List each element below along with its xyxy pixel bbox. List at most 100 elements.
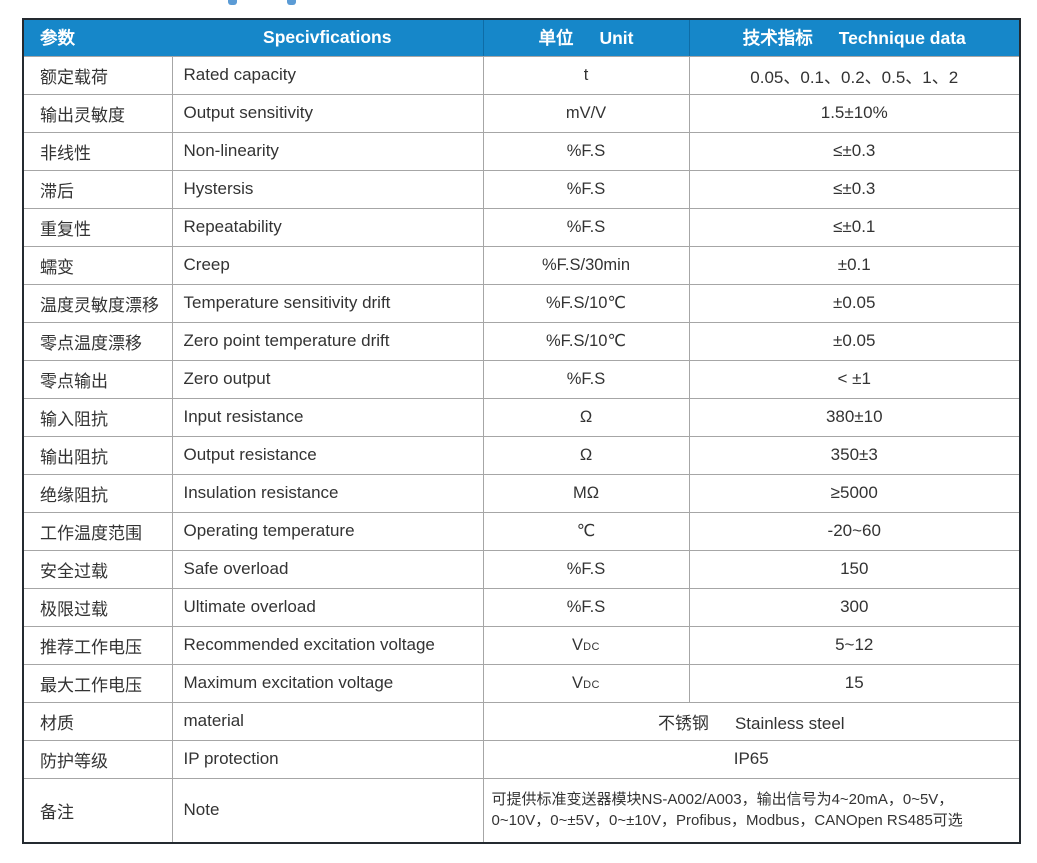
note-line-1: 可提供标准变送器模块NS-A002/A003，输出信号为4~20mA，0~5V， (491, 791, 954, 809)
param-en-cell: Rated capacity (171, 55, 484, 95)
param-zh-cell: 输出阻抗 (22, 435, 173, 475)
header-specifications: Specivfications (172, 19, 483, 57)
param-zh-cell: 滞后 (22, 169, 173, 209)
unit-cell: t (482, 55, 690, 95)
spec-row-non-linearity: 非线性 Non-linearity %F.S ≤±0.3 (22, 131, 1021, 171)
param-en-cell: Creep (171, 245, 484, 285)
param-zh-cell: 输入阻抗 (22, 397, 173, 437)
unit-cell: Ω (482, 397, 690, 437)
param-en-cell: Recommended excitation voltage (171, 625, 484, 665)
spec-row-input-resistance: 输入阻抗 Input resistance Ω 380±10 (22, 397, 1021, 437)
specification-table: 参数 Specivfications 单位 Unit 技术指标 Technique … (22, 18, 1021, 844)
spec-row-temp-sensitivity-drift: 温度灵敏度漂移 Temperature sensitivity drift %F… (22, 283, 1021, 323)
param-zh-cell: 非线性 (22, 131, 173, 171)
unit-cell: %F.S (482, 207, 690, 247)
spec-row-rated-capacity: 额定载荷 Rated capacity t 0.05、0.1、0.2、0.5、1… (22, 55, 1021, 95)
spec-row-operating-temperature: 工作温度范围 Operating temperature ℃ -20~60 (22, 511, 1021, 551)
note-line-2: 0~10V，0~±5V，0~±10V，Profibus，Modbus，CANOp… (491, 812, 963, 830)
param-zh-cell: 温度灵敏度漂移 (22, 283, 173, 323)
spec-row-safe-overload: 安全过载 Safe overload %F.S 150 (22, 549, 1021, 589)
header-technique-data: 技术指标 Technique data (688, 19, 1020, 57)
param-en-cell: Repeatability (171, 207, 484, 247)
param-zh-cell: 输出灵敏度 (22, 93, 173, 133)
param-zh-cell: 最大工作电压 (22, 663, 173, 703)
header-param: 参数 (23, 19, 172, 57)
param-zh-cell: 材质 (22, 701, 173, 741)
value-cell: ≤±0.1 (688, 207, 1021, 247)
param-en-cell: Note (171, 777, 484, 844)
param-en-cell: Zero point temperature drift (171, 321, 484, 361)
header-unit-en: Unit (599, 28, 634, 49)
spec-row-insulation-resistance: 绝缘阻抗 Insulation resistance MΩ ≥5000 (22, 473, 1021, 513)
cropped-heading-fragment (287, 0, 296, 5)
header-unit: 单位 Unit (482, 19, 689, 57)
unit-cell: %F.S/10℃ (482, 283, 690, 323)
param-en-cell: Insulation resistance (171, 473, 484, 513)
cropped-heading-fragment (228, 0, 237, 5)
param-en-cell: Maximum excitation voltage (171, 663, 484, 703)
value-cell: < ±1 (688, 359, 1021, 399)
unit-cell: %F.S/30min (482, 245, 690, 285)
spec-row-repeatability: 重复性 Repeatability %F.S ≤±0.1 (22, 207, 1021, 247)
unit-cell: VDC (482, 625, 690, 665)
param-zh-cell: 蠕变 (22, 245, 173, 285)
param-en-cell: Input resistance (171, 397, 484, 437)
material-zh: 不锈钢 (657, 713, 709, 733)
param-zh-cell: 备注 (22, 777, 173, 844)
param-en-cell: material (171, 701, 484, 741)
merged-value-cell: IP65 (482, 739, 1021, 779)
value-cell: ≤±0.3 (688, 169, 1021, 209)
spec-row-recommended-excitation-voltage: 推荐工作电压 Recommended excitation voltage VD… (22, 625, 1021, 665)
value-cell: 350±3 (688, 435, 1021, 475)
param-zh-cell: 防护等级 (22, 739, 173, 779)
unit-subscript: DC (583, 678, 600, 691)
spec-row-ip-protection: 防护等级 IP protection IP65 (22, 739, 1021, 779)
param-en-cell: IP protection (171, 739, 484, 779)
param-en-cell: Operating temperature (171, 511, 484, 551)
param-en-cell: Ultimate overload (171, 587, 484, 627)
value-cell: ≥5000 (688, 473, 1021, 513)
param-en-cell: Temperature sensitivity drift (171, 283, 484, 323)
value-cell: 300 (688, 587, 1021, 627)
param-zh-cell: 安全过载 (22, 549, 173, 589)
value-cell: -20~60 (688, 511, 1021, 551)
unit-cell: MΩ (482, 473, 690, 513)
unit-cell: %F.S (482, 587, 690, 627)
spec-row-hysteresis: 滞后 Hystersis %F.S ≤±0.3 (22, 169, 1021, 209)
spec-row-ultimate-overload: 极限过载 Ultimate overload %F.S 300 (22, 587, 1021, 627)
param-en-cell: Non-linearity (171, 131, 484, 171)
param-zh-cell: 工作温度范围 (22, 511, 173, 551)
unit-cell: %F.S (482, 359, 690, 399)
value-cell: 380±10 (688, 397, 1021, 437)
value-cell: ±0.05 (688, 283, 1021, 323)
spec-row-creep: 蠕变 Creep %F.S/30min ±0.1 (22, 245, 1021, 285)
spec-row-maximum-excitation-voltage: 最大工作电压 Maximum excitation voltage VDC 15 (22, 663, 1021, 703)
unit-subscript: DC (583, 640, 600, 653)
spec-row-material: 材质 material 不锈钢 Stainless steel (22, 701, 1021, 741)
unit-cell: Ω (482, 435, 690, 475)
spec-row-output-sensitivity: 输出灵敏度 Output sensitivity mV/V 1.5±10% (22, 93, 1021, 133)
unit-cell: ℃ (482, 511, 690, 551)
spec-row-output-resistance: 输出阻抗 Output resistance Ω 350±3 (22, 435, 1021, 475)
value-cell: 150 (688, 549, 1021, 589)
value-cell: 5~12 (688, 625, 1021, 665)
header-tech-en: Technique data (838, 28, 966, 49)
unit-cell: %F.S (482, 549, 690, 589)
unit-cell: %F.S (482, 131, 690, 171)
param-en-cell: Output resistance (171, 435, 484, 475)
value-cell: 0.05、0.1、0.2、0.5、1、2 (688, 55, 1021, 95)
param-zh-cell: 极限过载 (22, 587, 173, 627)
unit-cell: %F.S/10℃ (482, 321, 690, 361)
param-zh-cell: 零点输出 (22, 359, 173, 399)
param-zh-cell: 重复性 (22, 207, 173, 247)
param-zh-cell: 推荐工作电压 (22, 625, 173, 665)
param-zh-cell: 额定载荷 (22, 55, 173, 95)
unit-cell: %F.S (482, 169, 690, 209)
merged-value-cell: 不锈钢 Stainless steel (482, 701, 1021, 741)
value-cell: ±0.05 (688, 321, 1021, 361)
header-unit-zh: 单位 (538, 28, 574, 49)
param-en-cell: Safe overload (171, 549, 484, 589)
unit-main: V (572, 635, 584, 654)
spec-row-zero-output: 零点输出 Zero output %F.S < ±1 (22, 359, 1021, 399)
note-value-cell: 可提供标准变送器模块NS-A002/A003，输出信号为4~20mA，0~5V，… (482, 777, 1021, 844)
